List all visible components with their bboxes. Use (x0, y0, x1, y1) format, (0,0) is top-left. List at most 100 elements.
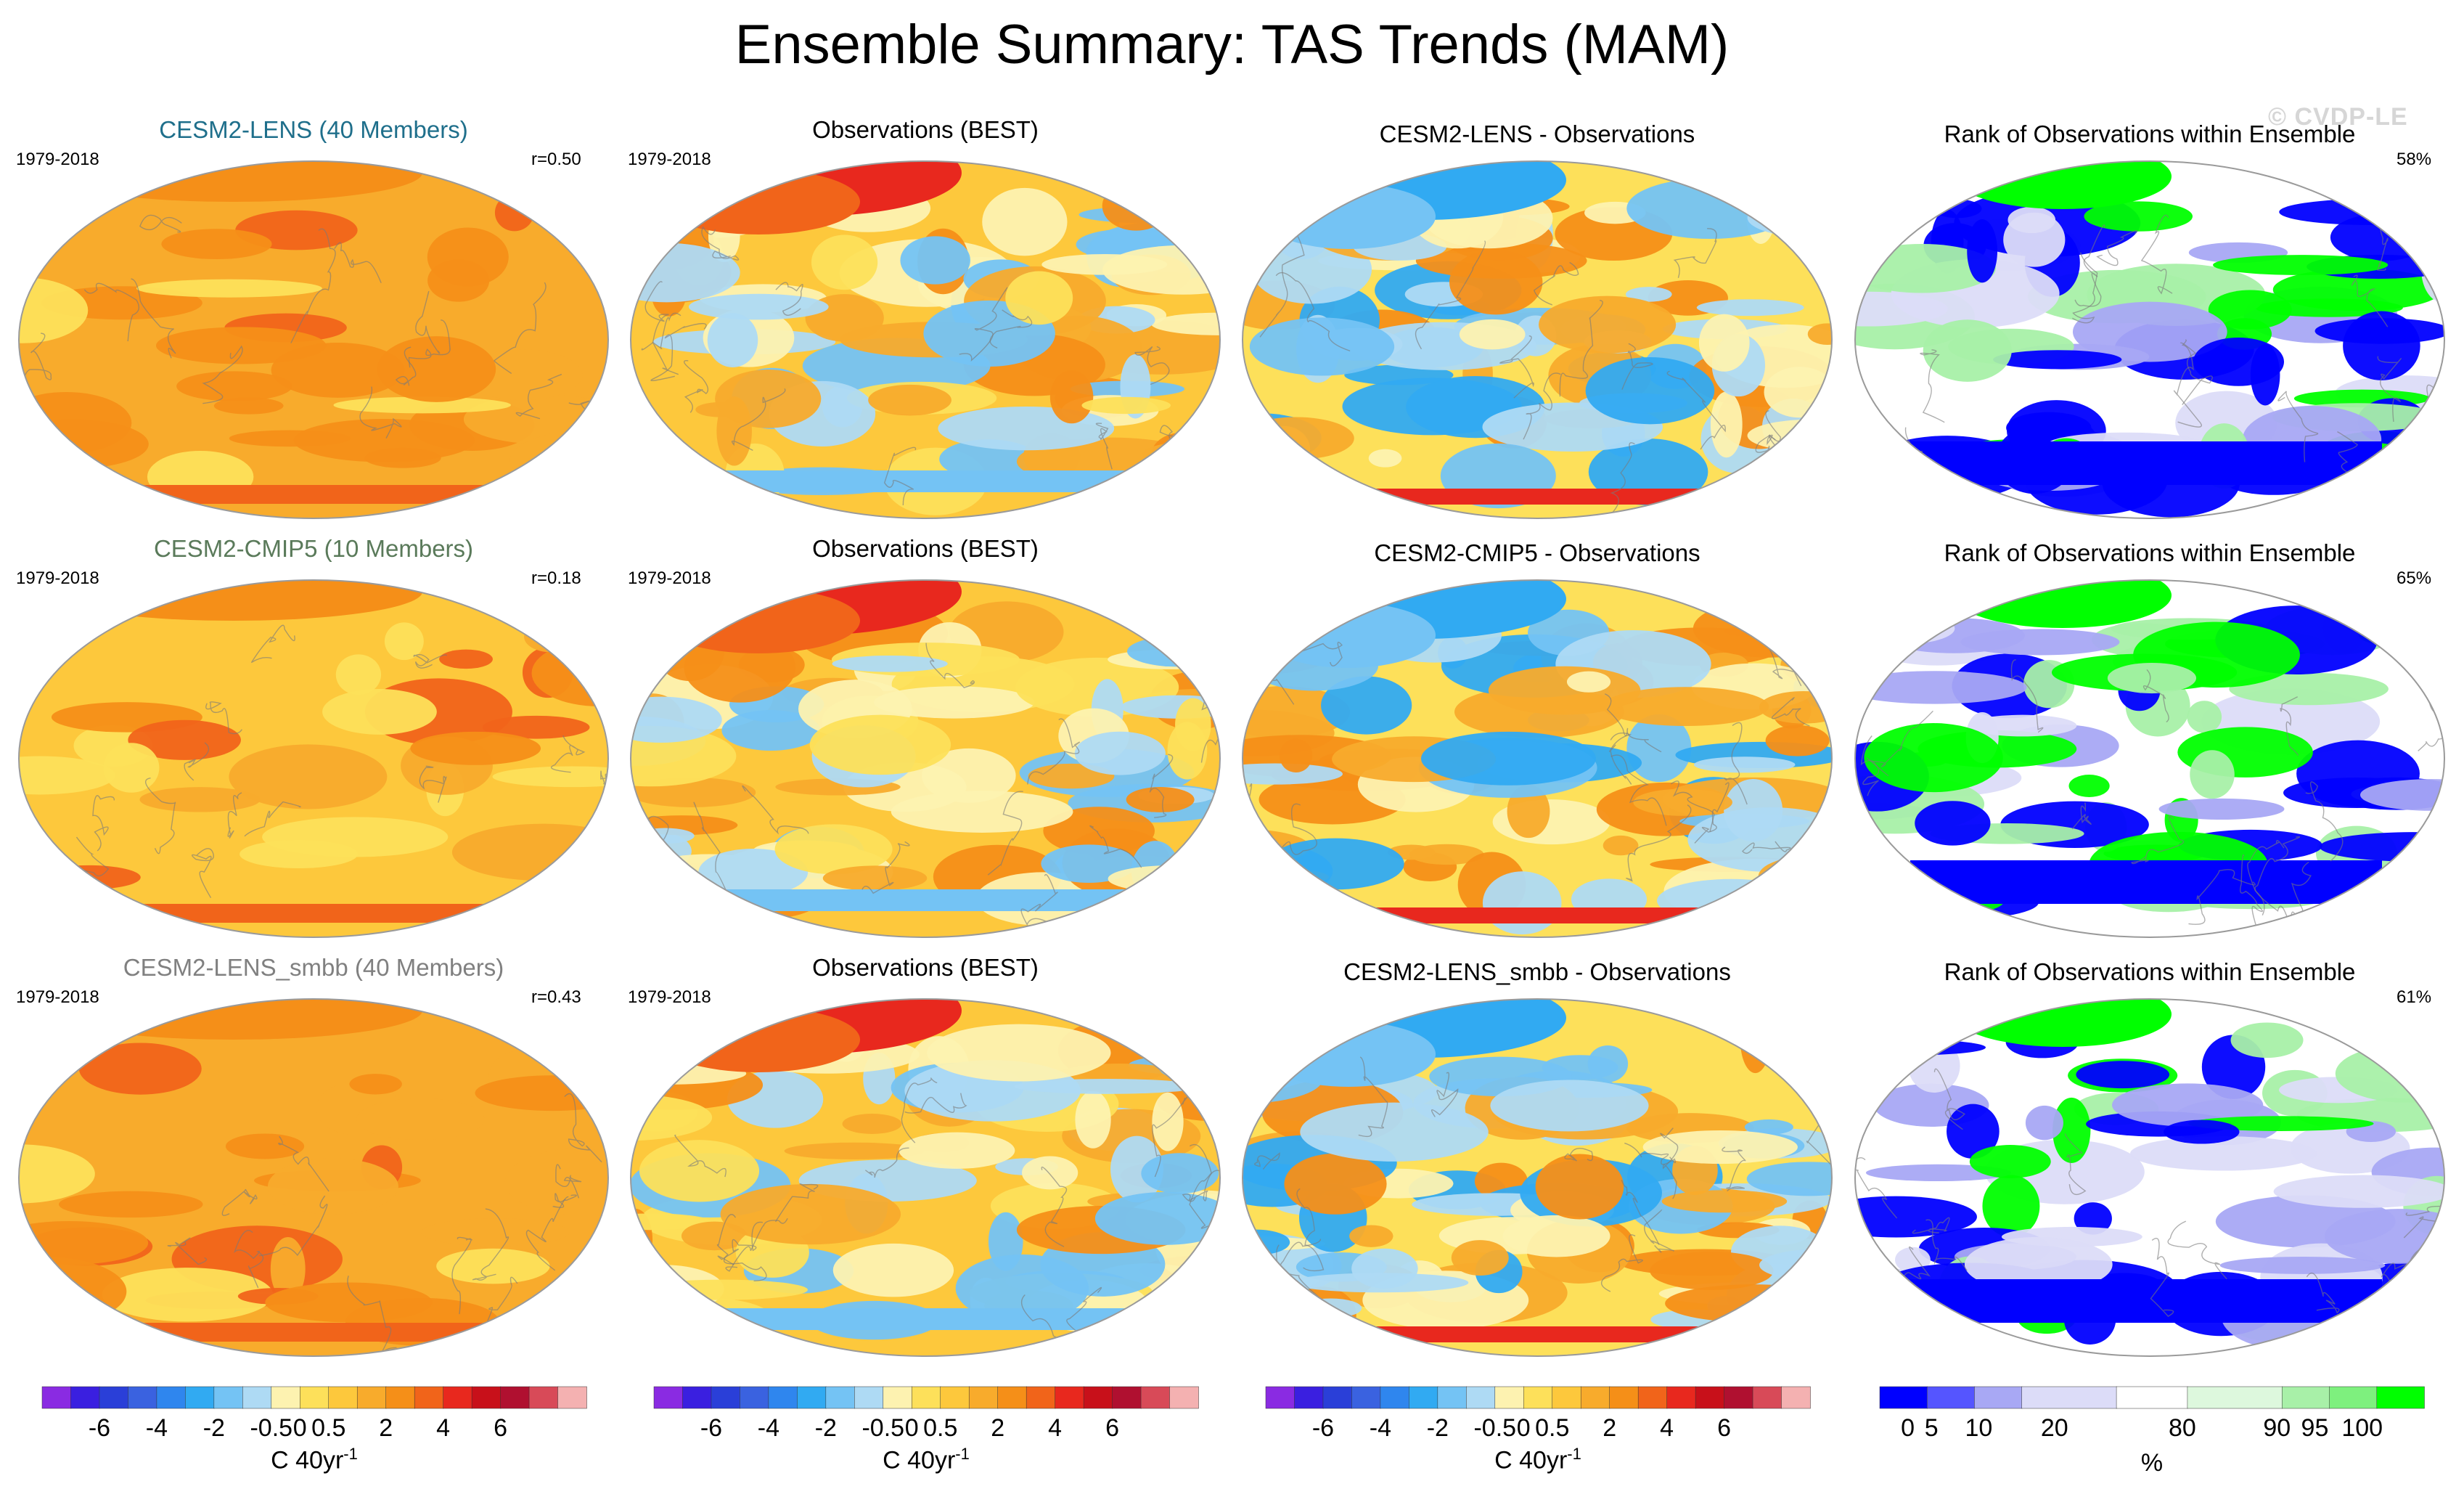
colorbar-swatch (682, 1386, 712, 1409)
map-outline (1242, 579, 1833, 938)
rank-panel-title: Rank of Observations within Ensemble (1944, 539, 2356, 566)
observations-period-label: 1979-2018 (628, 987, 711, 1007)
map-outline (18, 998, 609, 1357)
colorbar-tick-label: 100 (2341, 1414, 2383, 1442)
colorbar-tick-label: 0.5 (923, 1414, 958, 1442)
colorbar-swatch (2282, 1386, 2330, 1409)
colorbar-unit-label: C 40yr-1 (42, 1445, 586, 1474)
colorbar-tick-label: 4 (436, 1414, 451, 1442)
colorbar-tick-label: 20 (2040, 1414, 2068, 1442)
colorbar-tick-label: -2 (814, 1414, 837, 1442)
map-outline (1242, 998, 1833, 1357)
colorbar-swatch (1026, 1386, 1056, 1409)
map-field (1243, 161, 1832, 518)
model-panel-title: CESM2-LENS_smbb (40 Members) (123, 954, 504, 981)
colorbar-swatch (1580, 1386, 1610, 1409)
colorbar-swatch (1752, 1386, 1782, 1409)
colorbar-swatch (1169, 1386, 1199, 1409)
map-outline (1854, 160, 2445, 519)
colorbar-swatch (825, 1386, 856, 1409)
colorbar-swatch (711, 1386, 741, 1409)
pattern-correlation-label: r=0.43 (531, 987, 581, 1007)
colorbar-swatch (1494, 1386, 1525, 1409)
map-outline (1242, 160, 1833, 519)
model-panel-title: CESM2-CMIP5 (10 Members) (153, 535, 474, 562)
colorbar-unit-exponent: -1 (1567, 1445, 1581, 1463)
observations-panel-title: Observations (BEST) (812, 954, 1039, 981)
colorbar-unit-text: C 40yr (271, 1446, 344, 1474)
colorbar-swatch (1666, 1386, 1696, 1409)
model-trend-map-row-2 (18, 579, 609, 938)
colorbar-tick-label: -4 (1369, 1414, 1391, 1442)
map-field (631, 580, 1220, 937)
observations-map-row-3 (630, 998, 1221, 1357)
colorbar-swatch (213, 1386, 244, 1409)
model-period-label: 1979-2018 (16, 568, 99, 588)
rank-percentage-label: 61% (2397, 987, 2432, 1007)
colorbar-unit-label: % (2140, 1449, 2164, 1477)
colorbar-swatch (1637, 1386, 1668, 1409)
observations-map-row-2 (630, 579, 1221, 938)
colorbar-tick-label: -4 (757, 1414, 779, 1442)
colorbar-swatch (1294, 1386, 1324, 1409)
rank-colorbar (1879, 1386, 2425, 1409)
watermark: © CVDP-LE (2268, 103, 2408, 131)
colorbar-swatch (385, 1386, 415, 1409)
colorbar-swatch (1926, 1386, 1976, 1409)
colorbar-swatch (1140, 1386, 1171, 1409)
colorbar-swatch (271, 1386, 301, 1409)
rank-percentage-label: 65% (2397, 568, 2432, 588)
colorbar-swatch (1724, 1386, 1753, 1409)
difference-map-row-3 (1242, 998, 1833, 1357)
colorbar-swatch (128, 1386, 157, 1409)
colorbar-tick-label: -0.5 (250, 1414, 293, 1442)
colorbar-tick-label: 6 (494, 1414, 508, 1442)
colorbar-swatch (2116, 1386, 2188, 1409)
difference-panel-title: CESM2-LENS - Observations (1379, 121, 1695, 147)
colorbar-tick-label: -0.5 (1473, 1414, 1517, 1442)
colorbar-swatch (768, 1386, 798, 1409)
model-period-label: 1979-2018 (16, 150, 99, 169)
colorbar-swatch (1523, 1386, 1553, 1409)
colorbar-swatch (41, 1386, 72, 1409)
colorbar-tick-label: 4 (1048, 1414, 1063, 1442)
colorbar-swatch (1380, 1386, 1410, 1409)
colorbar-tick-label: -6 (1311, 1414, 1335, 1442)
colorbar-swatch (300, 1386, 330, 1409)
colorbar-unit-label: C 40yr-1 (1266, 1445, 1810, 1474)
map-field (19, 161, 608, 518)
colorbar-tick-label: -0.5 (861, 1414, 905, 1442)
colorbar-swatch (2187, 1386, 2283, 1409)
colorbar-swatch (1322, 1386, 1353, 1409)
map-field (1243, 580, 1832, 937)
figure-title: Ensemble Summary: TAS Trends (MAM) (734, 14, 1730, 76)
colorbar-tick-label: 0.5 (1535, 1414, 1570, 1442)
colorbar-swatch (912, 1386, 941, 1409)
model-trend-map-row-1 (18, 160, 609, 519)
colorbar-swatch (1409, 1386, 1438, 1409)
colorbar-swatch (1695, 1386, 1725, 1409)
colorbar-tick-label: 2 (1603, 1414, 1617, 1442)
model-panel-title: CESM2-LENS (40 Members) (159, 116, 468, 143)
map-outline (1854, 579, 2445, 938)
colorbar-swatch (1781, 1386, 1811, 1409)
colorbar-tick-label: -2 (1426, 1414, 1449, 1442)
colorbar-tick-label: 4 (1660, 1414, 1674, 1442)
colorbar-unit-text: C 40yr (883, 1446, 956, 1474)
colorbar-unit-text: C 40yr (1494, 1446, 1568, 1474)
colorbar-tick-label: 0 (292, 1414, 307, 1442)
colorbar-swatch (414, 1386, 444, 1409)
colorbar-swatch (2329, 1386, 2378, 1409)
colorbar-swatch (70, 1386, 100, 1409)
colorbar-swatch (156, 1386, 187, 1409)
colorbar-unit-exponent: -1 (343, 1445, 358, 1463)
colorbar-swatch (740, 1386, 769, 1409)
map-outline (18, 160, 609, 519)
colorbar-swatch (528, 1386, 559, 1409)
colorbar-swatch (242, 1386, 272, 1409)
colorbar-tick-label: 0.5 (311, 1414, 346, 1442)
colorbar-swatch (328, 1386, 358, 1409)
map-field (1855, 161, 2444, 518)
map-field (19, 580, 608, 937)
colorbar-swatch (1112, 1386, 1142, 1409)
